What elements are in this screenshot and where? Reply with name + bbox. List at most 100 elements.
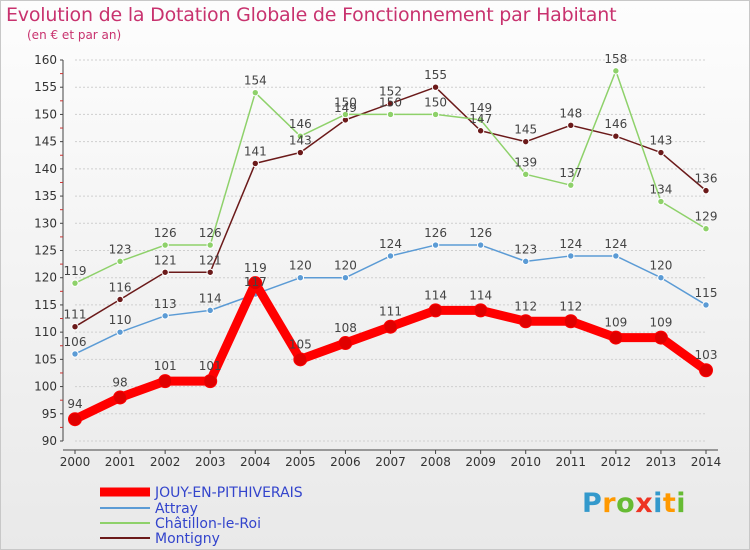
data-point	[563, 314, 578, 329]
data-point	[657, 148, 665, 157]
tick-labels: 90 95 100 105 110 115 120 125 130 135 140 145 150 155…	[34, 53, 721, 469]
data-point	[386, 99, 395, 108]
data-label: 149	[334, 101, 357, 115]
data-point	[386, 252, 395, 260]
data-label: 124	[559, 237, 582, 251]
data-point	[71, 350, 79, 358]
data-point	[476, 127, 485, 135]
data-point	[161, 241, 169, 249]
data-point	[158, 374, 173, 389]
data-label: 103	[695, 348, 718, 362]
data-label: 114	[469, 288, 492, 302]
data-point	[567, 181, 575, 189]
data-label: 123	[514, 242, 537, 256]
x-tick-label: 2000	[60, 455, 91, 469]
logo-letter: t	[662, 488, 677, 519]
data-label: 146	[604, 117, 627, 131]
data-label: 141	[244, 144, 267, 158]
data-point	[161, 268, 169, 276]
data-point	[522, 170, 530, 179]
y-tick-label: 100	[34, 380, 57, 394]
data-point	[702, 301, 710, 309]
data-point	[567, 121, 575, 130]
data-label: 126	[154, 226, 177, 240]
data-point	[567, 252, 575, 260]
data-point	[113, 390, 128, 405]
data-point	[476, 241, 485, 249]
data-point	[251, 159, 259, 168]
data-label: 121	[199, 253, 222, 267]
data-label: 124	[604, 237, 627, 251]
data-label: 136	[695, 172, 718, 186]
logo-letter: r	[602, 488, 617, 519]
logo-letter: i	[653, 488, 663, 519]
x-tick-label: 2005	[285, 455, 316, 469]
data-label: 137	[559, 166, 582, 180]
y-tick-label: 95	[42, 407, 57, 421]
data-point	[338, 336, 353, 351]
x-tick-label: 2003	[195, 455, 226, 469]
chart-subtitle: (en € et par an)	[27, 28, 122, 42]
data-point	[341, 110, 350, 119]
x-tick-label: 2004	[240, 455, 271, 469]
legend-label-2: Châtillon-le-Roi	[155, 516, 261, 532]
data-point	[657, 197, 665, 206]
x-tick-label: 2006	[330, 455, 361, 469]
logo-letter: x	[635, 488, 654, 519]
data-label: 121	[154, 253, 177, 267]
data-point	[68, 412, 82, 427]
data-point	[296, 148, 305, 157]
data-point	[431, 110, 440, 119]
data-point	[428, 303, 443, 318]
legend-label-0: JOUY-EN-PITHIVERAIS	[154, 485, 303, 501]
y-tick-label: 155	[34, 80, 57, 94]
data-point	[71, 279, 79, 287]
data-point	[522, 257, 530, 266]
data-point	[386, 110, 395, 119]
data-label: 146	[289, 117, 312, 131]
data-label: 120	[289, 259, 312, 273]
data-point	[431, 241, 440, 249]
data-label: 110	[109, 313, 132, 327]
data-label: 126	[424, 226, 447, 240]
y-tick-label: 125	[34, 244, 57, 258]
data-label: 155	[424, 68, 447, 82]
y-tick-label: 145	[34, 135, 57, 149]
data-label: 139	[514, 155, 537, 169]
data-labels: 111 116 121 121 141 143 149 152 155 147 145 148 146 1…	[64, 52, 718, 411]
data-label: 112	[559, 299, 582, 313]
y-tick-label: 115	[34, 298, 57, 312]
data-point	[116, 295, 124, 304]
data-point	[518, 314, 533, 329]
data-label: 143	[649, 134, 672, 148]
x-tick-label: 2008	[420, 455, 451, 469]
chart-title: Evolution de la Dotation Globale de Fonc…	[6, 4, 617, 26]
data-point	[161, 312, 169, 320]
data-label: 117	[244, 275, 267, 289]
x-tick-label: 2010	[510, 455, 541, 469]
data-label: 113	[154, 297, 177, 311]
data-point	[251, 88, 259, 97]
data-point	[702, 186, 710, 195]
data-label: 126	[199, 226, 222, 240]
data-point	[653, 330, 668, 345]
logo-letter: P	[582, 488, 603, 519]
data-point	[248, 276, 263, 291]
data-point	[296, 274, 305, 282]
data-label: 150	[424, 95, 447, 109]
y-tick-label: 130	[34, 216, 57, 230]
data-point	[116, 257, 124, 266]
data-label: 129	[695, 210, 718, 224]
legend-label-1: Attray	[155, 501, 198, 517]
data-label: 120	[334, 259, 357, 273]
data-point	[699, 363, 713, 378]
legend: JOUY-EN-PITHIVERAISAttrayChâtillon-le-Ro…	[100, 485, 303, 547]
data-label: 108	[334, 321, 357, 335]
data-point	[612, 252, 620, 260]
data-point	[206, 306, 214, 315]
logo-letter: i	[676, 488, 687, 519]
data-label: 143	[289, 134, 312, 148]
data-label: 149	[469, 101, 492, 115]
legend-label-3: Montigny	[155, 531, 220, 547]
